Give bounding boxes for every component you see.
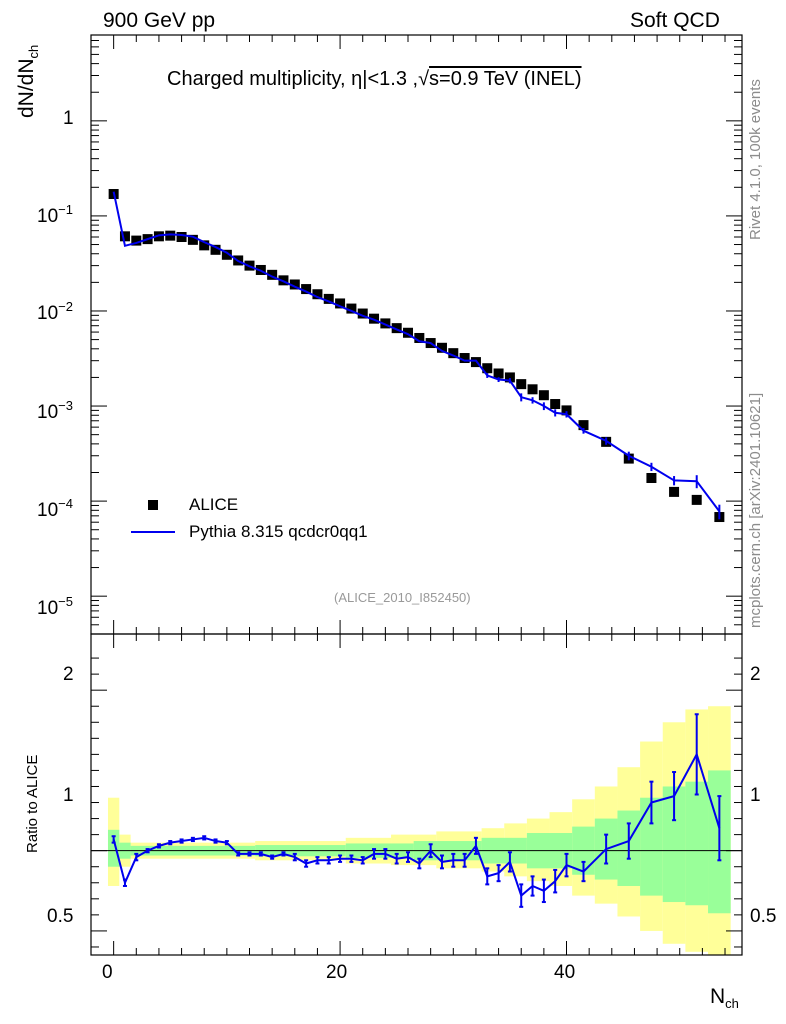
y-tick-exp: −2: [58, 299, 73, 314]
y-tick-base: 10: [37, 402, 59, 423]
analysis-label: (ALICE_2010_I852450): [334, 590, 471, 605]
ratio-series-pythia: [111, 713, 722, 908]
data-point-46: [691, 494, 702, 505]
data-point-10: [221, 249, 232, 260]
data-point-18: [312, 289, 323, 300]
title-eta-cut: |<1.3 ,: [362, 68, 419, 90]
band-inner-0: [107, 829, 120, 867]
band-inner-12: [662, 786, 686, 903]
ratio-tick-label-2: 2: [63, 664, 74, 685]
title-energy: s=0.9 TeV (INEL): [429, 68, 582, 90]
data-point-38: [538, 390, 549, 401]
data-point-19: [323, 293, 334, 304]
data-point-30: [448, 348, 459, 359]
side-label-mcplots: mcplots.cern.ch [arXiv:2401.10621]: [747, 392, 764, 628]
data-point-2: [131, 235, 142, 246]
data-point-44: [646, 473, 657, 484]
band-inner-11: [640, 797, 663, 896]
x-tick-label-20: 20: [326, 962, 348, 983]
header-left: 900 GeV pp: [103, 9, 216, 32]
ratio-tick-label-right-2: 2: [750, 664, 761, 685]
title-prefix: Charged multiplicity,: [167, 68, 352, 90]
data-point-21: [346, 303, 357, 314]
data-point-25: [391, 323, 402, 334]
y-axis-label-main-sub: ch: [26, 44, 41, 59]
y-tick-label-1: 1: [63, 108, 74, 130]
data-point-5: [165, 230, 176, 241]
axis-ticks: [91, 34, 742, 955]
data-point-33: [482, 363, 493, 374]
mc-series-pythia: [112, 191, 721, 520]
data-series-alice: [108, 189, 725, 523]
y-tick-label-1e-4: 10−4: [37, 496, 73, 522]
ratio-tick-label-right-1: 1: [750, 785, 761, 806]
data-point-17: [301, 284, 312, 295]
ratio-tick-label-0.5: 0.5: [47, 906, 74, 927]
data-point-16: [289, 279, 300, 290]
y-tick-base: 10: [37, 500, 59, 521]
legend-marks: [131, 500, 175, 533]
ratio-line: [112, 751, 721, 898]
y-tick-base: 10: [37, 598, 59, 619]
data-point-8: [199, 240, 210, 251]
band-inner-13: [685, 781, 709, 906]
data-point-24: [380, 318, 391, 329]
data-point-34: [493, 368, 504, 379]
data-point-31: [459, 353, 470, 364]
legend-marker-alice: [148, 500, 158, 510]
x-tick-label-0: 0: [102, 962, 113, 983]
y-tick-base: 10: [37, 206, 59, 227]
data-point-29: [436, 342, 447, 353]
ratio-error-bands: [107, 706, 731, 955]
side-label-rivet: Rivet 4.1.0, 100k events: [747, 79, 764, 240]
ratio-tick-label-1: 1: [63, 785, 74, 806]
y-tick-exp: −3: [58, 398, 73, 413]
data-point-35: [504, 372, 515, 383]
legend-label-pythia: Pythia 8.315 qcdcr0qq1: [189, 522, 368, 541]
y-axis-label-ratio: Ratio to ALICE: [24, 754, 41, 853]
y-axis-label-main-text: dN/dN: [15, 58, 38, 118]
data-point-20: [335, 298, 346, 309]
x-axis-label-sub: ch: [725, 996, 739, 1011]
y-tick-base: 10: [37, 303, 59, 324]
legend-label-alice: ALICE: [189, 495, 239, 514]
y-axis-label-main: dN/dNch: [15, 44, 41, 118]
data-point-27: [414, 332, 425, 343]
y-tick-label-1e-5: 10−5: [37, 594, 73, 620]
x-tick-label-40: 40: [554, 962, 576, 983]
data-point-7: [187, 234, 198, 245]
data-point-14: [267, 269, 278, 280]
data-point-41: [578, 420, 589, 431]
y-tick-label-1e-2: 10−2: [37, 299, 73, 325]
mc-line: [112, 191, 721, 512]
data-point-22: [357, 308, 368, 319]
y-tick-label-1e-3: 10−3: [37, 398, 73, 424]
y-tick-exp: −4: [58, 496, 73, 511]
y-tick-base: 1: [63, 108, 74, 129]
title-sqrt: √: [418, 68, 430, 90]
data-point-26: [403, 327, 414, 338]
ratio-tick-label-right-0.5: 0.5: [750, 906, 777, 927]
x-axis-label-text: N: [710, 985, 726, 1008]
data-point-45: [669, 486, 680, 497]
data-point-9: [210, 244, 221, 255]
data-point-36: [516, 379, 527, 390]
data-point-40: [561, 405, 572, 416]
plot-title: Charged multiplicity, η|<1.3 ,√s=0.9 TeV…: [167, 68, 582, 91]
x-axis-label: Nch: [710, 985, 739, 1011]
y-tick-label-1e-1: 10−1: [37, 202, 73, 228]
y-tick-exp: −5: [58, 594, 73, 609]
axes-frames: [90, 34, 743, 956]
header-right: Soft QCD: [630, 9, 720, 32]
data-point-1: [119, 231, 130, 242]
data-point-37: [527, 384, 538, 395]
data-point-39: [550, 399, 561, 410]
y-tick-exp: −1: [58, 202, 73, 217]
ratio-frame: [90, 633, 743, 956]
data-point-6: [176, 232, 187, 243]
title-eta: η: [351, 68, 363, 90]
